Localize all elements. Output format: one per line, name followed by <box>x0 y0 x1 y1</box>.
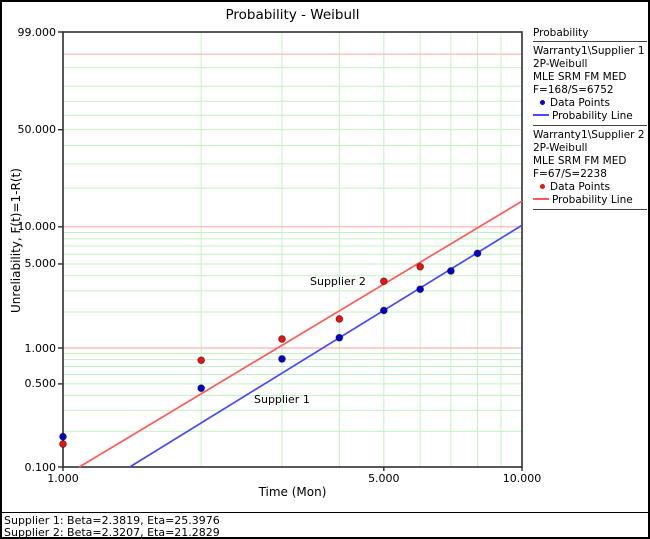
data-point-supplier-1 <box>447 267 455 275</box>
chart-title: Probability - Weibull <box>225 7 360 23</box>
footer-supplier-2-params: Supplier 2: Beta=2.3207, Eta=21.2829 <box>4 526 220 539</box>
footer-supplier-1-params: Supplier 1: Beta=2.3819, Eta=25.3976 <box>4 514 220 527</box>
x-tick-label: 10.000 <box>502 472 542 485</box>
plot-annotation-supplier-1: Supplier 1 <box>254 393 310 406</box>
plot-border <box>62 31 523 468</box>
legend-data-points-label: Data Points <box>550 97 610 109</box>
legend-fs-label: F=168/S=6752 <box>533 84 614 96</box>
legend-data-points-label: Data Points <box>550 181 610 193</box>
legend-probability-line-label: Probability Line <box>552 110 633 122</box>
data-point-supplier-1 <box>59 432 67 441</box>
y-tick-label: 0.500 <box>24 377 57 391</box>
data-point-supplier-2 <box>59 440 67 448</box>
legend-group-supplier-1: Warranty1\Supplier 1 2P-Weibull MLE SRM … <box>533 45 647 126</box>
legend-probability-line-label: Probability Line <box>552 194 633 206</box>
legend-model-label: 2P-Weibull <box>533 58 588 70</box>
legend-fs-label: F=67/S=2238 <box>533 168 607 180</box>
legend-method-label: MLE SRM FM MED <box>533 155 627 167</box>
data-point-supplier-1 <box>335 333 344 342</box>
footer-divider <box>0 512 650 513</box>
legend-method-label: MLE SRM FM MED <box>533 71 627 83</box>
legend: Probability Warranty1\Supplier 1 2P-Weib… <box>533 27 647 213</box>
legend-probability-line-entry: Probability Line <box>533 194 647 210</box>
data-point-supplier-2 <box>416 262 425 271</box>
probability-line-marker-icon <box>533 198 549 200</box>
plot-annotation-supplier-2: Supplier 2 <box>310 275 366 288</box>
y-tick-label: 5.000 <box>24 257 57 271</box>
legend-model-label: 2P-Weibull <box>533 142 588 154</box>
probability-line-supplier-1 <box>129 224 523 468</box>
data-point-supplier-2 <box>335 315 344 323</box>
legend-source-label: Warranty1\Supplier 2 <box>533 129 645 141</box>
x-tick-label: 5.000 <box>368 472 400 485</box>
data-point-supplier-2 <box>278 335 286 343</box>
data-point-supplier-1 <box>416 285 425 294</box>
data-point-supplier-2 <box>379 277 388 286</box>
y-axis-title: Unreliability, F(t)=1-R(t) <box>9 168 23 313</box>
data-point-supplier-1 <box>473 249 482 258</box>
x-tick-label: 1.000 <box>47 472 79 485</box>
data-point-supplier-1 <box>278 355 286 363</box>
y-tick-label: 99.000 <box>17 25 57 39</box>
y-tick-label: 0.100 <box>24 460 57 474</box>
y-tick-label: 50.000 <box>17 123 57 137</box>
legend-group-supplier-2: Warranty1\Supplier 2 2P-Weibull MLE SRM … <box>533 129 647 210</box>
probability-line-supplier-2 <box>78 200 523 468</box>
probability-line-marker-icon <box>533 114 549 116</box>
y-tick-label: 10.000 <box>17 220 57 234</box>
y-tick-label: 1.000 <box>24 341 57 355</box>
legend-probability-line-entry: Probability Line <box>533 110 647 126</box>
legend-data-points-entry: Data Points <box>533 97 647 110</box>
data-points-marker-icon <box>540 100 545 105</box>
legend-source-label: Warranty1\Supplier 1 <box>533 45 645 57</box>
data-point-supplier-1 <box>197 384 206 393</box>
legend-title: Probability <box>533 27 647 42</box>
legend-data-points-entry: Data Points <box>533 181 647 194</box>
x-axis-title: Time (Mon) <box>258 485 327 499</box>
data-point-supplier-2 <box>197 356 206 365</box>
data-points-marker-icon <box>540 184 545 189</box>
data-point-supplier-1 <box>379 306 388 315</box>
